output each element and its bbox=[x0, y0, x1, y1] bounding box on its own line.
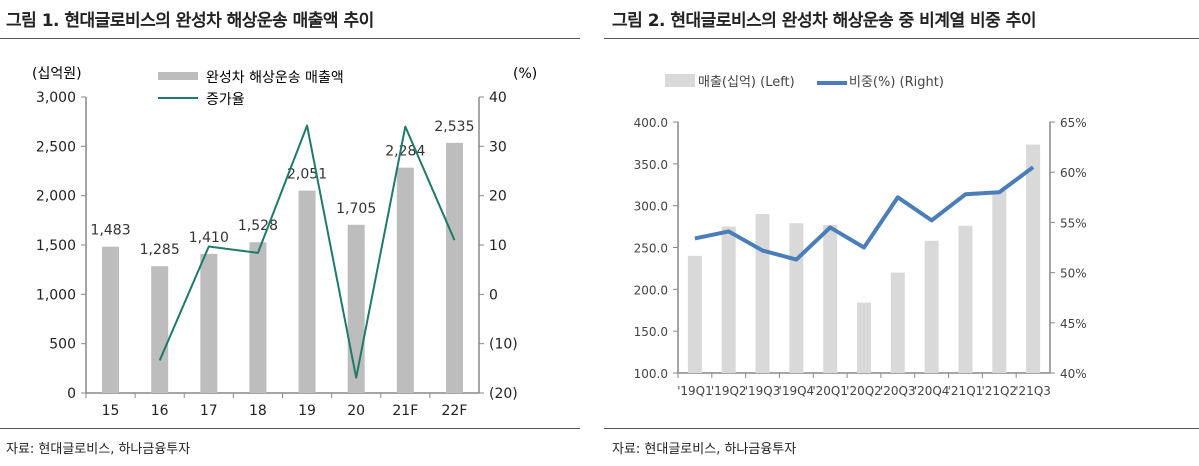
right-unit-label: (%) bbox=[513, 66, 537, 82]
figure2-title: 그림 2. 현대글로비스의 완성차 해상운송 중 비계열 비중 추이 bbox=[612, 11, 1037, 31]
x-tick-label: 22F bbox=[442, 403, 468, 419]
figure1-title-rule bbox=[0, 38, 580, 39]
bar bbox=[992, 190, 1007, 373]
x-tick-label: 19 bbox=[298, 403, 316, 419]
right-tick-label: 40% bbox=[1060, 367, 1087, 381]
growth-line bbox=[694, 165, 1035, 262]
figure2-title-rule bbox=[604, 38, 1199, 39]
legend-line-label: 증가율 bbox=[206, 92, 245, 108]
right-tick-label: 0 bbox=[489, 287, 498, 303]
right-tick-label: 40 bbox=[489, 90, 507, 106]
bar-data-label: 1,483 bbox=[91, 223, 131, 239]
bar bbox=[396, 167, 414, 393]
x-tick-label: '19Q1 bbox=[677, 384, 713, 398]
x-tick-label: 15 bbox=[102, 403, 120, 419]
x-tick-label: '20Q3 bbox=[880, 384, 916, 398]
left-tick-label: 300.0 bbox=[634, 200, 668, 214]
x-tick-label: '21Q3 bbox=[1015, 384, 1051, 398]
bar-data-label: 2,051 bbox=[287, 167, 327, 183]
right-tick-label: 65% bbox=[1060, 116, 1087, 130]
x-tick-label: 16 bbox=[151, 403, 169, 419]
right-tick-label: 20 bbox=[489, 189, 507, 205]
bar bbox=[924, 240, 939, 373]
bar bbox=[958, 225, 973, 373]
left-unit-label: (십억원) bbox=[32, 66, 82, 82]
x-tick-label: 21F bbox=[392, 403, 418, 419]
right-tick-label: (20) bbox=[489, 386, 518, 402]
x-tick-label: 20 bbox=[347, 403, 365, 419]
legend-line-label: 비중(%) (Right) bbox=[849, 75, 944, 90]
bar bbox=[857, 302, 871, 373]
left-tick-label: 500 bbox=[49, 337, 76, 353]
bar bbox=[823, 224, 838, 373]
right-tick-label: (10) bbox=[489, 337, 518, 353]
left-tick-label: 2,500 bbox=[36, 139, 76, 155]
left-tick-label: 150.0 bbox=[634, 325, 668, 339]
figure2-source-rule bbox=[604, 428, 1199, 429]
bar bbox=[102, 246, 120, 393]
bar-data-label: 1,528 bbox=[238, 218, 278, 234]
x-tick-label: 18 bbox=[249, 403, 267, 419]
left-tick-label: 2,000 bbox=[36, 189, 76, 205]
right-tick-label: 45% bbox=[1060, 317, 1087, 331]
right-tick-label: 30 bbox=[489, 139, 507, 155]
left-tick-label: 0 bbox=[67, 386, 76, 402]
legend-bar-label: 매출(십억) (Left) bbox=[698, 75, 795, 90]
figure1-title: 그림 1. 현대글로비스의 완성차 해상운송 매출액 추이 bbox=[6, 11, 374, 31]
figure2-source: 자료: 현대글로비스, 하나금융투자 bbox=[612, 442, 797, 457]
x-tick-label: '20Q2 bbox=[846, 384, 882, 398]
left-tick-label: 400.0 bbox=[634, 116, 668, 130]
bar bbox=[890, 272, 905, 373]
bar-data-label: 1,285 bbox=[140, 242, 180, 258]
bar bbox=[347, 224, 365, 393]
figure1-source: 자료: 현대글로비스, 하나금융투자 bbox=[6, 442, 191, 457]
bar bbox=[1026, 144, 1041, 373]
x-tick-label: '19Q4 bbox=[779, 384, 815, 398]
x-tick-label: '20Q4 bbox=[914, 384, 950, 398]
x-tick-label: '21Q2 bbox=[981, 384, 1017, 398]
left-tick-label: 250.0 bbox=[634, 242, 668, 256]
left-tick-label: 350.0 bbox=[634, 158, 668, 172]
bar bbox=[789, 223, 804, 373]
bar bbox=[445, 142, 463, 393]
x-tick-label: 17 bbox=[200, 403, 218, 419]
x-tick-label: '19Q2 bbox=[711, 384, 747, 398]
bar bbox=[687, 255, 702, 373]
x-tick-label: '20Q1 bbox=[812, 384, 848, 398]
legend-bar-swatch bbox=[158, 72, 198, 80]
figure1-source-rule bbox=[0, 428, 580, 429]
left-tick-label: 1,000 bbox=[36, 287, 76, 303]
left-tick-label: 3,000 bbox=[36, 90, 76, 106]
legend-bar-label: 완성차 해상운송 매출액 bbox=[206, 70, 344, 86]
bar bbox=[755, 214, 770, 373]
bar bbox=[298, 190, 316, 393]
bar-data-label: 1,705 bbox=[336, 201, 376, 217]
right-tick-label: 55% bbox=[1060, 216, 1087, 230]
right-tick-label: 60% bbox=[1060, 166, 1087, 180]
bar-data-label: 1,410 bbox=[189, 230, 229, 246]
bar bbox=[151, 266, 169, 393]
right-tick-label: 10 bbox=[489, 238, 507, 254]
left-tick-label: 1,500 bbox=[36, 238, 76, 254]
x-tick-label: '19Q3 bbox=[745, 384, 781, 398]
legend-bar-swatch bbox=[665, 74, 695, 87]
bar bbox=[200, 253, 218, 393]
bar bbox=[249, 242, 267, 393]
left-tick-label: 200.0 bbox=[634, 283, 668, 297]
bar bbox=[721, 226, 736, 373]
left-tick-label: 100.0 bbox=[634, 367, 668, 381]
bar-data-label: 2,535 bbox=[434, 119, 474, 135]
right-tick-label: 50% bbox=[1060, 267, 1087, 281]
x-tick-label: '21Q1 bbox=[948, 384, 984, 398]
